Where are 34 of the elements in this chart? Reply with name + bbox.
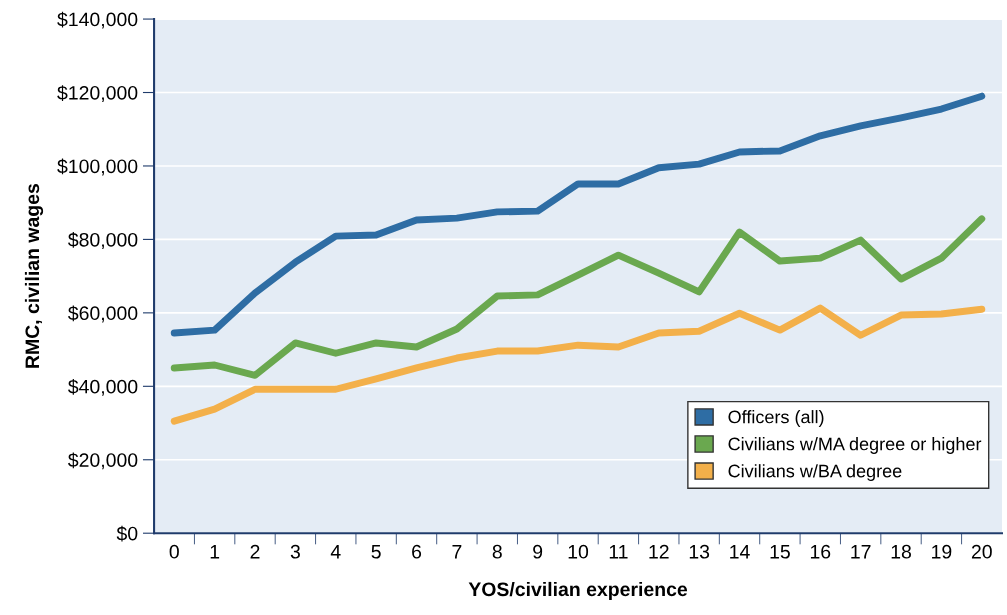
x-tick-label: 13 <box>689 544 710 559</box>
x-tick-label: 10 <box>568 544 589 559</box>
y-axis-title: RMC, civilian wages <box>24 184 44 368</box>
x-tick-label: 2 <box>250 544 260 559</box>
legend-label: Civilians w/MA degree or higher <box>728 437 982 454</box>
y-tick-label: $20,000 <box>68 452 138 470</box>
x-tick-label: 17 <box>851 545 871 559</box>
y-tick-label: $80,000 <box>68 232 138 249</box>
x-tick-label: 19 <box>932 544 952 559</box>
x-tick-label: 18 <box>891 544 911 559</box>
x-tick-label: 9 <box>533 544 543 559</box>
x-tick-label: 0 <box>169 544 179 559</box>
x-tick-label: 4 <box>330 545 341 559</box>
x-tick-label: 16 <box>810 544 831 559</box>
y-tick-label: $40,000 <box>68 378 138 396</box>
y-tick-label: $120,000 <box>57 85 138 103</box>
x-tick-label: 12 <box>649 544 669 559</box>
y-tick-label: $140,000 <box>57 11 138 29</box>
x-tick-label: 15 <box>770 545 790 559</box>
legend-label: Officers (all) <box>728 410 824 427</box>
x-tick-label: 1 <box>210 545 220 559</box>
x-tick-label: 8 <box>492 544 502 559</box>
x-tick-label: 3 <box>290 544 300 559</box>
x-tick-label: 14 <box>730 545 750 559</box>
y-tick-label: $0 <box>116 525 138 542</box>
x-tick-label: 5 <box>371 545 381 559</box>
y-tick-label: $100,000 <box>57 158 138 176</box>
x-tick-label: 6 <box>412 544 422 559</box>
x-tick-label: 7 <box>452 545 462 559</box>
y-tick-label: $60,000 <box>68 305 138 323</box>
x-tick-label: 11 <box>609 545 628 559</box>
x-tick-label: 20 <box>971 544 992 559</box>
x-axis-title: YOS/civilian experience <box>468 581 688 601</box>
legend-label: Civilians w/BA degree <box>728 464 902 481</box>
